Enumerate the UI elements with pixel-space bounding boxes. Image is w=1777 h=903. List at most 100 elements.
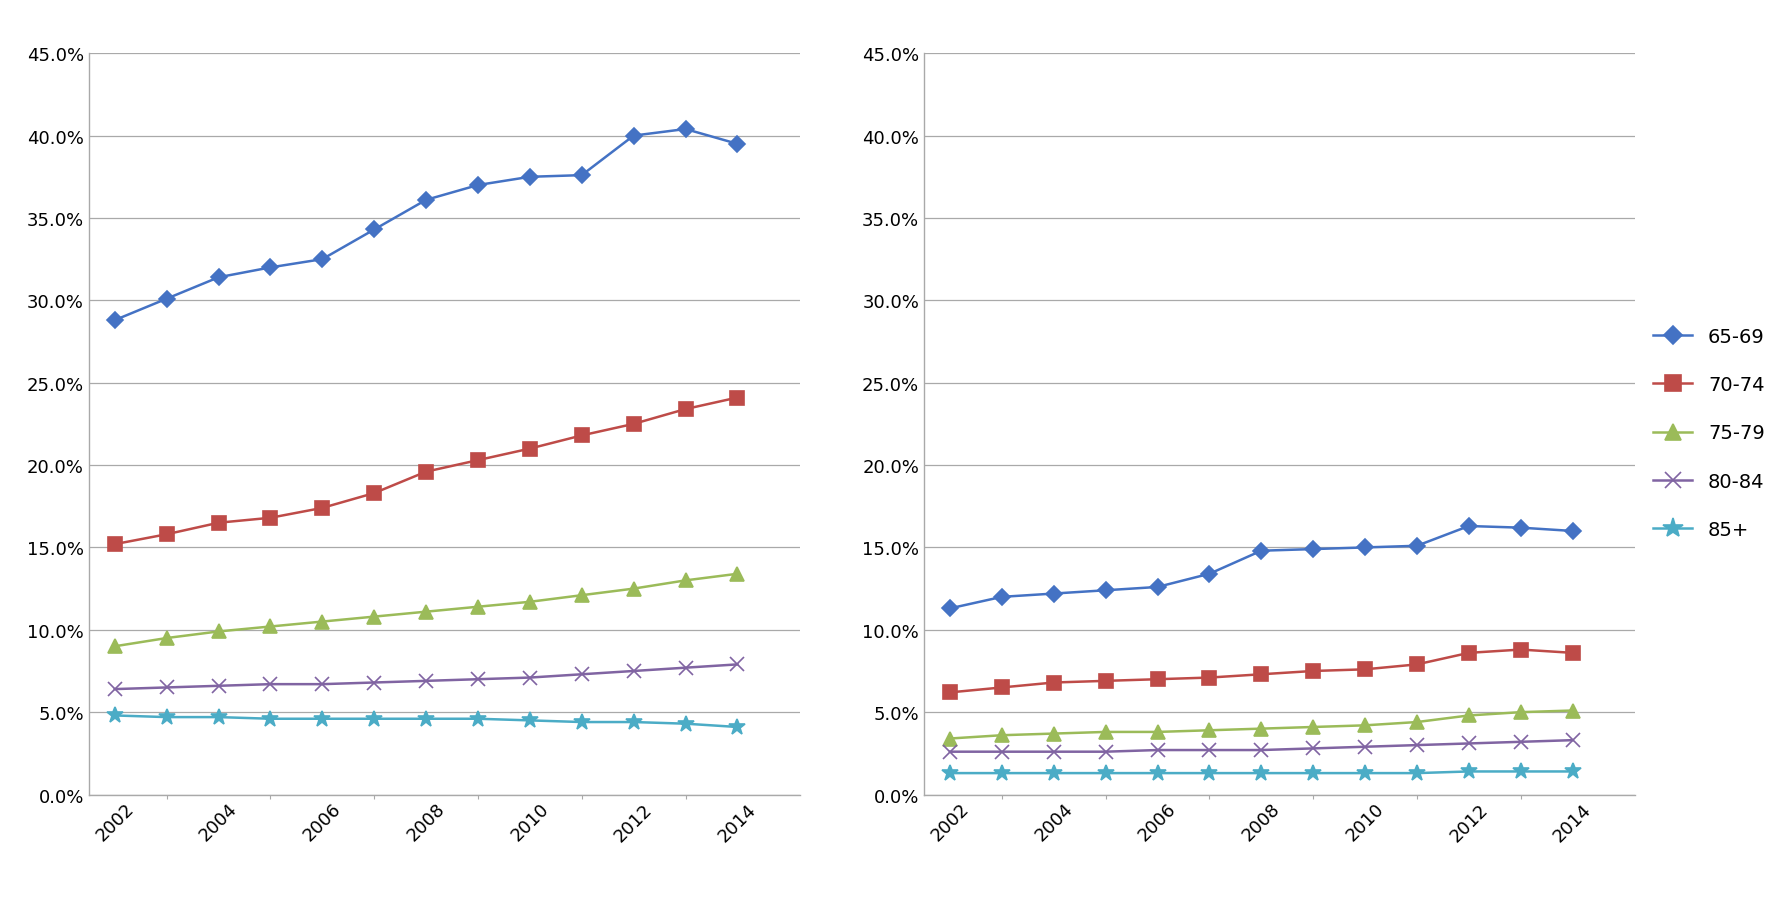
65-69	[624, 131, 645, 142]
70-74	[1354, 665, 1375, 675]
70-74	[1510, 645, 1532, 656]
85+	[570, 717, 592, 728]
70-74	[727, 393, 748, 404]
85+	[259, 713, 281, 724]
70-74	[1303, 666, 1324, 676]
65-69	[364, 225, 386, 236]
Line: 70-74: 70-74	[108, 391, 745, 552]
75-79	[727, 569, 748, 580]
Line: 65-69: 65-69	[944, 521, 1578, 614]
70-74	[1459, 647, 1480, 658]
75-79	[259, 621, 281, 632]
65-69	[727, 139, 748, 150]
80-84	[940, 747, 961, 758]
85+	[1354, 768, 1375, 778]
70-74	[1406, 659, 1427, 670]
70-74	[1562, 647, 1583, 658]
65-69	[1303, 544, 1324, 554]
75-79	[1043, 729, 1064, 740]
Line: 85+: 85+	[107, 707, 746, 736]
80-84	[416, 675, 437, 686]
80-84	[1303, 743, 1324, 754]
80-84	[1510, 737, 1532, 748]
70-74	[208, 517, 229, 528]
65-69	[570, 171, 592, 182]
65-69	[208, 273, 229, 284]
85+	[467, 713, 489, 724]
65-69	[1251, 545, 1272, 556]
65-69	[940, 603, 961, 614]
65-69	[156, 294, 178, 305]
65-69	[467, 181, 489, 191]
65-69	[1406, 541, 1427, 552]
75-79	[940, 733, 961, 744]
Line: 80-84: 80-84	[944, 733, 1580, 759]
85+	[416, 713, 437, 724]
80-84	[675, 663, 697, 674]
85+	[208, 712, 229, 722]
85+	[727, 721, 748, 732]
85+	[1303, 768, 1324, 778]
75-79	[1095, 727, 1116, 738]
85+	[105, 711, 126, 721]
75-79	[519, 597, 540, 608]
70-74	[1251, 669, 1272, 680]
85+	[675, 719, 697, 730]
85+	[1562, 766, 1583, 777]
85+	[1043, 768, 1064, 778]
75-79	[1251, 723, 1272, 734]
80-84	[1406, 740, 1427, 750]
70-74	[105, 539, 126, 550]
80-84	[1251, 745, 1272, 756]
85+	[1095, 768, 1116, 778]
75-79	[364, 611, 386, 622]
70-74	[519, 443, 540, 454]
85+	[1459, 766, 1480, 777]
85+	[1406, 768, 1427, 778]
85+	[156, 712, 178, 722]
80-84	[259, 679, 281, 690]
75-79	[156, 633, 178, 644]
75-79	[467, 601, 489, 612]
75-79	[1406, 717, 1427, 728]
80-84	[467, 674, 489, 684]
80-84	[1562, 735, 1583, 746]
65-69	[992, 591, 1013, 602]
75-79	[1199, 725, 1221, 736]
70-74	[1146, 674, 1167, 684]
Line: 70-74: 70-74	[944, 643, 1580, 700]
70-74	[1043, 677, 1064, 688]
65-69	[416, 195, 437, 206]
85+	[1199, 768, 1221, 778]
65-69	[1354, 543, 1375, 554]
65-69	[675, 125, 697, 135]
70-74	[624, 419, 645, 430]
80-84	[208, 681, 229, 692]
80-84	[1043, 747, 1064, 758]
80-84	[1199, 745, 1221, 756]
80-84	[1459, 739, 1480, 749]
85+	[364, 713, 386, 724]
80-84	[156, 683, 178, 694]
Line: 75-79: 75-79	[108, 567, 745, 654]
80-84	[624, 666, 645, 676]
80-84	[570, 669, 592, 680]
85+	[940, 768, 961, 778]
75-79	[105, 641, 126, 652]
70-74	[940, 687, 961, 698]
85+	[624, 717, 645, 728]
65-69	[311, 255, 332, 265]
85+	[992, 768, 1013, 778]
85+	[1146, 768, 1167, 778]
85+	[519, 715, 540, 726]
85+	[1510, 766, 1532, 777]
80-84	[364, 677, 386, 688]
75-79	[1354, 720, 1375, 731]
75-79	[1459, 711, 1480, 721]
70-74	[992, 683, 1013, 694]
80-84	[727, 659, 748, 670]
80-84	[1354, 741, 1375, 752]
65-69	[519, 172, 540, 183]
75-79	[1510, 707, 1532, 718]
65-69	[1510, 523, 1532, 534]
